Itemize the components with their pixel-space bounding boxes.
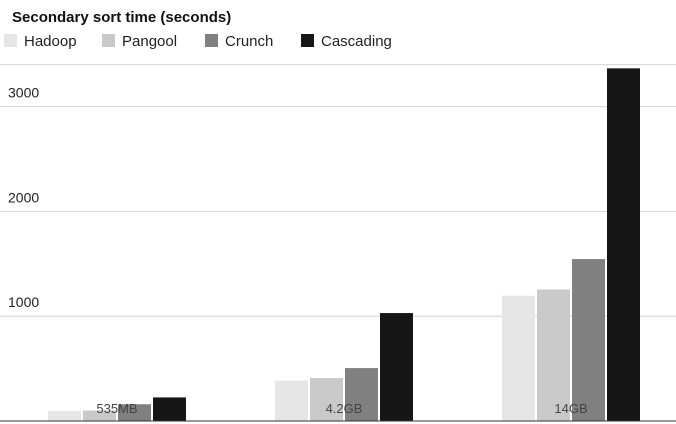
bar-cascading-535mb xyxy=(153,397,186,421)
x-axis: 535MB 4.2GB 14GB xyxy=(96,401,587,416)
y-tick-label-1000: 1000 xyxy=(8,294,39,310)
legend-label-pangool: Pangool xyxy=(122,33,177,50)
legend-swatch-hadoop xyxy=(4,34,17,47)
bar-cascading-14gb xyxy=(607,68,640,422)
bar-hadoop-535mb xyxy=(48,411,81,421)
x-tick-label-535mb: 535MB xyxy=(96,401,137,416)
legend-swatch-crunch xyxy=(205,34,218,47)
bar-hadoop-14gb xyxy=(502,295,535,421)
legend-swatch-pangool xyxy=(102,34,115,47)
bar-cascading-4.2gb xyxy=(380,313,413,421)
y-tick-label-2000: 2000 xyxy=(8,189,39,205)
bar-pangool-14gb xyxy=(537,289,570,421)
bar-pangool-4.2gb xyxy=(310,378,343,421)
legend-label-hadoop: Hadoop xyxy=(24,33,77,50)
bar-crunch-535mb xyxy=(118,404,151,421)
x-tick-label-4.2gb: 4.2GB xyxy=(326,401,363,416)
y-tick-label-3000: 3000 xyxy=(8,85,39,101)
bar-crunch-14gb xyxy=(572,259,605,421)
bar-pangool-535mb xyxy=(83,410,116,421)
legend: Hadoop Pangool Crunch Cascading xyxy=(4,33,392,50)
bar-hadoop-4.2gb xyxy=(275,380,308,421)
bars xyxy=(48,68,640,422)
bar-crunch-4.2gb xyxy=(345,368,378,421)
x-tick-label-14gb: 14GB xyxy=(554,401,587,416)
y-axis: 1000 2000 3000 xyxy=(8,85,39,311)
legend-swatch-cascading xyxy=(301,34,314,47)
legend-label-crunch: Crunch xyxy=(225,33,273,50)
chart-title: Secondary sort time (seconds) xyxy=(12,9,231,26)
legend-label-cascading: Cascading xyxy=(321,33,392,50)
